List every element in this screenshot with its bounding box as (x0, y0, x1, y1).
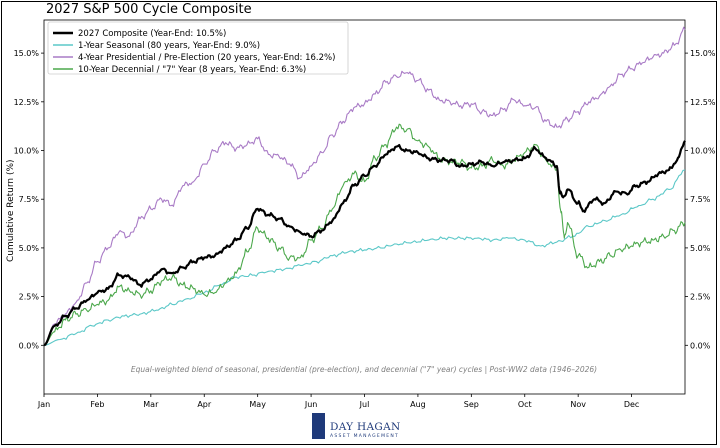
y-ticks-left: 0.0% 2.5% 5.0% 7.5% 10.0% 12.5% 15.0% (14, 49, 44, 350)
company-logo: DAY HAGAN ASSET MANAGEMENT (312, 413, 412, 443)
x-tick-label: Sep (464, 400, 479, 409)
x-tick-label: Apr (197, 400, 212, 409)
x-tick-label: Oct (518, 400, 532, 409)
y-tick-label-right: 5.0% (690, 244, 711, 253)
legend-label: 1-Year Seasonal (80 years, Year-End: 9.0… (78, 41, 260, 51)
x-tick-label: Aug (410, 400, 426, 409)
legend-label: 4-Year Presidential / Pre-Election (20 y… (78, 53, 335, 63)
x-tick-label: Jul (359, 400, 370, 409)
series-line-2 (43, 26, 686, 346)
logo-mark-icon (312, 413, 325, 439)
logo-name: DAY HAGAN (330, 421, 401, 433)
y-tick-label-right: 2.5% (690, 293, 711, 302)
x-tick-label: Jan (37, 400, 50, 409)
plot-area (43, 19, 686, 395)
x-tick-label: Jun (304, 400, 318, 409)
y-tick-label-right: 10.0% (690, 147, 716, 156)
y-ticks-right: 0.0% 2.5% 5.0% 7.5% 10.0% 12.5% 15.0% (685, 49, 716, 350)
y-tick-label-left: 15.0% (14, 49, 40, 58)
series-lines (43, 26, 686, 347)
x-tick-label: Nov (570, 400, 586, 409)
chart-title: 2027 S&P 500 Cycle Composite (46, 2, 252, 17)
series-line-1 (43, 169, 686, 346)
legend: 2027 Composite (Year-End: 10.5%) 1-Year S… (47, 21, 349, 75)
y-tick-label-left: 12.5% (14, 98, 40, 107)
logo-subtitle: ASSET MANAGEMENT (330, 434, 400, 439)
y-tick-label-left: 2.5% (19, 293, 40, 302)
x-tick-label: Dec (624, 400, 639, 409)
y-tick-label-left: 10.0% (14, 147, 40, 156)
y-tick-label-left: 5.0% (19, 244, 40, 253)
x-tick-label: Feb (90, 400, 104, 409)
legend-box (47, 21, 349, 75)
y-tick-label-right: 12.5% (690, 98, 716, 107)
x-tick-label: May (249, 400, 266, 409)
series-line-0 (43, 140, 686, 347)
y-tick-label-right: 15.0% (690, 49, 716, 58)
x-tick-label: Mar (143, 400, 159, 409)
legend-label: 10-Year Decennial / "7" Year (8 years, Y… (78, 65, 306, 75)
x-ticks: Jan Feb Mar Apr May Jun Jul Aug Sep Oct Nov Dec (37, 394, 639, 409)
y-tick-label-left: 0.0% (19, 341, 40, 350)
y-tick-label-left: 7.5% (19, 195, 40, 204)
chart-annotation: Equal-weighted blend of seasonal, presid… (131, 365, 597, 374)
series-line-3 (43, 123, 686, 346)
y-tick-label-right: 0.0% (690, 341, 711, 350)
y-tick-label-right: 7.5% (690, 195, 711, 204)
legend-label: 2027 Composite (Year-End: 10.5%) (78, 29, 226, 39)
